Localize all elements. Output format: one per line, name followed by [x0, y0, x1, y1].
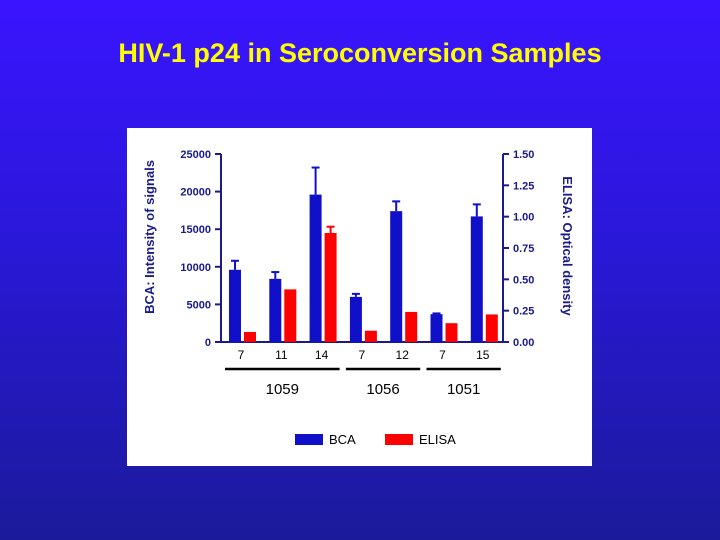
chart-panel: BCA: Intensity of signals ELISA: Optical… — [127, 128, 592, 466]
legend-swatch-bca — [295, 434, 323, 445]
legend-swatch-elisa — [385, 434, 413, 445]
bar-elisa — [405, 311, 418, 342]
bar-elisa — [364, 330, 377, 342]
bar-bca — [229, 269, 241, 342]
y-tick-label-right: 0.50 — [513, 274, 534, 286]
y-tick-label-left: 15000 — [180, 224, 211, 236]
y-tick-label-left: 10000 — [180, 262, 211, 274]
y-tick-label-left: 25000 — [180, 149, 211, 161]
bar-elisa — [324, 232, 337, 342]
legend-label-elisa: ELISA — [419, 432, 456, 447]
y-tick-label-right: 0.25 — [513, 306, 534, 318]
y-tick-label-right: 1.50 — [513, 149, 534, 161]
bar-chart: BCA: Intensity of signals ELISA: Optical… — [142, 149, 575, 447]
y-tick-label-left: 5000 — [187, 299, 211, 311]
bar-bca — [309, 194, 322, 342]
y-tick-label-right: 0.75 — [513, 243, 534, 255]
group-label: 1059 — [266, 381, 299, 398]
bar-elisa — [244, 331, 256, 342]
x-tick-label: 11 — [275, 348, 288, 362]
slide-title: HIV-1 p24 in Seroconversion Samples — [118, 38, 602, 68]
x-tick-label: 12 — [396, 348, 410, 362]
y-tick-label-left: 0 — [205, 337, 211, 349]
bar-bca — [269, 278, 282, 342]
x-tick-label: 14 — [315, 348, 329, 362]
group-label: 1051 — [447, 381, 480, 398]
bar-bca — [430, 314, 443, 342]
bar-bca — [390, 211, 403, 342]
y-tick-label-right: 1.25 — [513, 180, 534, 192]
bar-elisa — [284, 289, 297, 342]
y-tick-label-right: 0.00 — [513, 337, 534, 349]
y-axis-right-label: ELISA: Optical density — [560, 176, 575, 316]
y-tick-label-left: 20000 — [180, 187, 211, 199]
legend-label-bca: BCA — [329, 432, 356, 447]
y-tick-label-right: 1.00 — [513, 212, 534, 224]
bar-elisa — [485, 314, 498, 342]
y-axis-left-label: BCA: Intensity of signals — [142, 160, 157, 314]
x-tick-label: 15 — [476, 348, 490, 362]
bar-elisa — [445, 323, 458, 342]
x-tick-label: 7 — [359, 348, 366, 362]
bar-bca — [470, 216, 483, 342]
x-tick-label: 7 — [238, 348, 245, 362]
x-tick-label: 7 — [439, 348, 446, 362]
group-label: 1056 — [366, 381, 399, 398]
bar-bca — [349, 296, 362, 342]
